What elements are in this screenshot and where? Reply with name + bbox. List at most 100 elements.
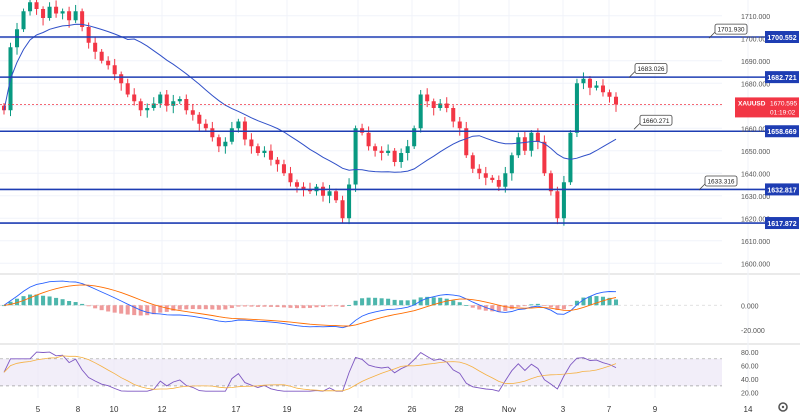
rsi-pane[interactable] bbox=[0, 351, 722, 392]
time-axis-tick-label: 14 bbox=[744, 405, 753, 414]
candle bbox=[490, 177, 495, 180]
macd-histogram-bar bbox=[158, 305, 163, 313]
callout-pointer bbox=[628, 71, 636, 78]
macd-histogram-bar bbox=[229, 305, 234, 309]
candle bbox=[399, 153, 404, 162]
macd-histogram-bar bbox=[425, 296, 430, 306]
candle bbox=[47, 6, 52, 18]
macd-histogram-bar bbox=[203, 305, 208, 310]
rsi-axis-tick-label: 60.00 bbox=[741, 364, 759, 371]
candle bbox=[190, 110, 195, 115]
candle bbox=[93, 42, 98, 52]
candle bbox=[561, 182, 566, 219]
callout-label: 1633.316 bbox=[707, 179, 734, 186]
macd-pane[interactable] bbox=[0, 280, 722, 329]
macd-histogram-bar bbox=[171, 305, 176, 311]
candle bbox=[496, 180, 501, 187]
candle bbox=[568, 132, 573, 183]
price-axis-tick-label: 1630.000 bbox=[741, 194, 770, 201]
callout-box bbox=[639, 114, 673, 126]
macd-histogram-bar bbox=[334, 305, 339, 307]
macd-histogram-bar bbox=[516, 305, 521, 307]
candle bbox=[60, 11, 65, 14]
macd-histogram-bar bbox=[366, 297, 371, 306]
macd-histogram-bar bbox=[132, 305, 137, 316]
callout-pointer bbox=[698, 183, 706, 191]
macd-line bbox=[3, 280, 617, 329]
macd-histogram-bar bbox=[431, 297, 436, 306]
candle bbox=[106, 60, 111, 66]
macd-histogram-bar bbox=[464, 305, 469, 306]
macd-axis-tick-label: 0.000 bbox=[741, 303, 759, 310]
level-price-label: 1617.872 bbox=[767, 221, 796, 228]
candle bbox=[379, 150, 384, 153]
macd-histogram-bar bbox=[340, 305, 345, 307]
candle bbox=[503, 173, 508, 187]
candle bbox=[405, 146, 410, 153]
macd-histogram-bar bbox=[288, 305, 293, 308]
candle bbox=[255, 146, 260, 153]
level-price-label: 1682.721 bbox=[767, 75, 796, 82]
candle bbox=[41, 9, 46, 18]
time-axis[interactable]: 5 8 10 12 17 19 24 26 28 Nov 3 7 9 14 bbox=[36, 405, 753, 414]
price-axis-tick-label: 1600.000 bbox=[741, 261, 770, 268]
price-axis[interactable]: 1710.0001700.0001690.0001680.0001670.000… bbox=[735, 14, 799, 398]
price-axis-tick-label: 1610.000 bbox=[741, 239, 770, 246]
macd-histogram-bar bbox=[373, 297, 378, 306]
candle bbox=[321, 186, 326, 196]
price-axis-tick-label: 1650.000 bbox=[741, 149, 770, 156]
macd-histogram-bar bbox=[555, 305, 560, 310]
candle bbox=[516, 137, 521, 156]
macd-histogram-bar bbox=[457, 302, 462, 306]
macd-histogram-bar bbox=[73, 302, 78, 306]
macd-histogram-bar bbox=[568, 305, 573, 307]
candle bbox=[151, 103, 156, 108]
macd-histogram-bar bbox=[34, 294, 39, 306]
candle bbox=[73, 11, 78, 21]
time-axis-tick-label: 10 bbox=[110, 405, 119, 414]
macd-histogram-bar bbox=[47, 296, 52, 306]
macd-histogram-bar bbox=[522, 305, 527, 307]
candle bbox=[301, 186, 306, 189]
candle bbox=[386, 150, 391, 153]
candle bbox=[509, 155, 514, 174]
macd-histogram-bar bbox=[451, 300, 456, 306]
candle bbox=[34, 2, 39, 9]
macd-histogram-bar bbox=[503, 305, 508, 312]
rsi-ma-line bbox=[3, 355, 617, 392]
time-axis-tick-label: 19 bbox=[283, 405, 292, 414]
candle bbox=[268, 150, 273, 160]
last-price-countdown: 01:19:02 bbox=[770, 109, 796, 116]
macd-histogram-bar bbox=[242, 305, 247, 307]
macd-histogram-bar bbox=[399, 300, 404, 306]
macd-histogram-bar bbox=[574, 300, 579, 306]
rsi-axis-tick-label: 40.00 bbox=[741, 377, 759, 384]
candle bbox=[54, 6, 59, 14]
macd-histogram-bar bbox=[210, 305, 215, 310]
macd-histogram-bar bbox=[496, 305, 501, 312]
level-price-badge bbox=[765, 217, 799, 230]
candle bbox=[587, 78, 592, 88]
macd-histogram-bar bbox=[54, 297, 59, 306]
macd-histogram-bar bbox=[477, 305, 482, 310]
candle bbox=[581, 78, 586, 84]
macd-histogram-bar bbox=[607, 297, 612, 306]
candle bbox=[470, 155, 475, 169]
macd-histogram-bar bbox=[197, 305, 202, 310]
candle bbox=[451, 108, 456, 122]
price-pane[interactable]: 1701.930 1683.026 1660.271 1633.316 bbox=[0, 0, 765, 226]
macd-histogram-bar bbox=[327, 305, 332, 307]
macd-histogram-bar bbox=[275, 305, 280, 308]
candle bbox=[294, 182, 299, 187]
macd-signal-line bbox=[3, 284, 617, 327]
candle bbox=[138, 101, 143, 111]
candle bbox=[542, 141, 547, 174]
macd-histogram-bar bbox=[379, 298, 384, 306]
macd-histogram-bar bbox=[529, 304, 534, 306]
settings-gear-icon[interactable] bbox=[778, 402, 788, 412]
level-price-badge bbox=[765, 125, 799, 138]
price-axis-tick-label: 1680.000 bbox=[741, 81, 770, 88]
candle bbox=[418, 94, 423, 129]
candle bbox=[438, 103, 443, 108]
